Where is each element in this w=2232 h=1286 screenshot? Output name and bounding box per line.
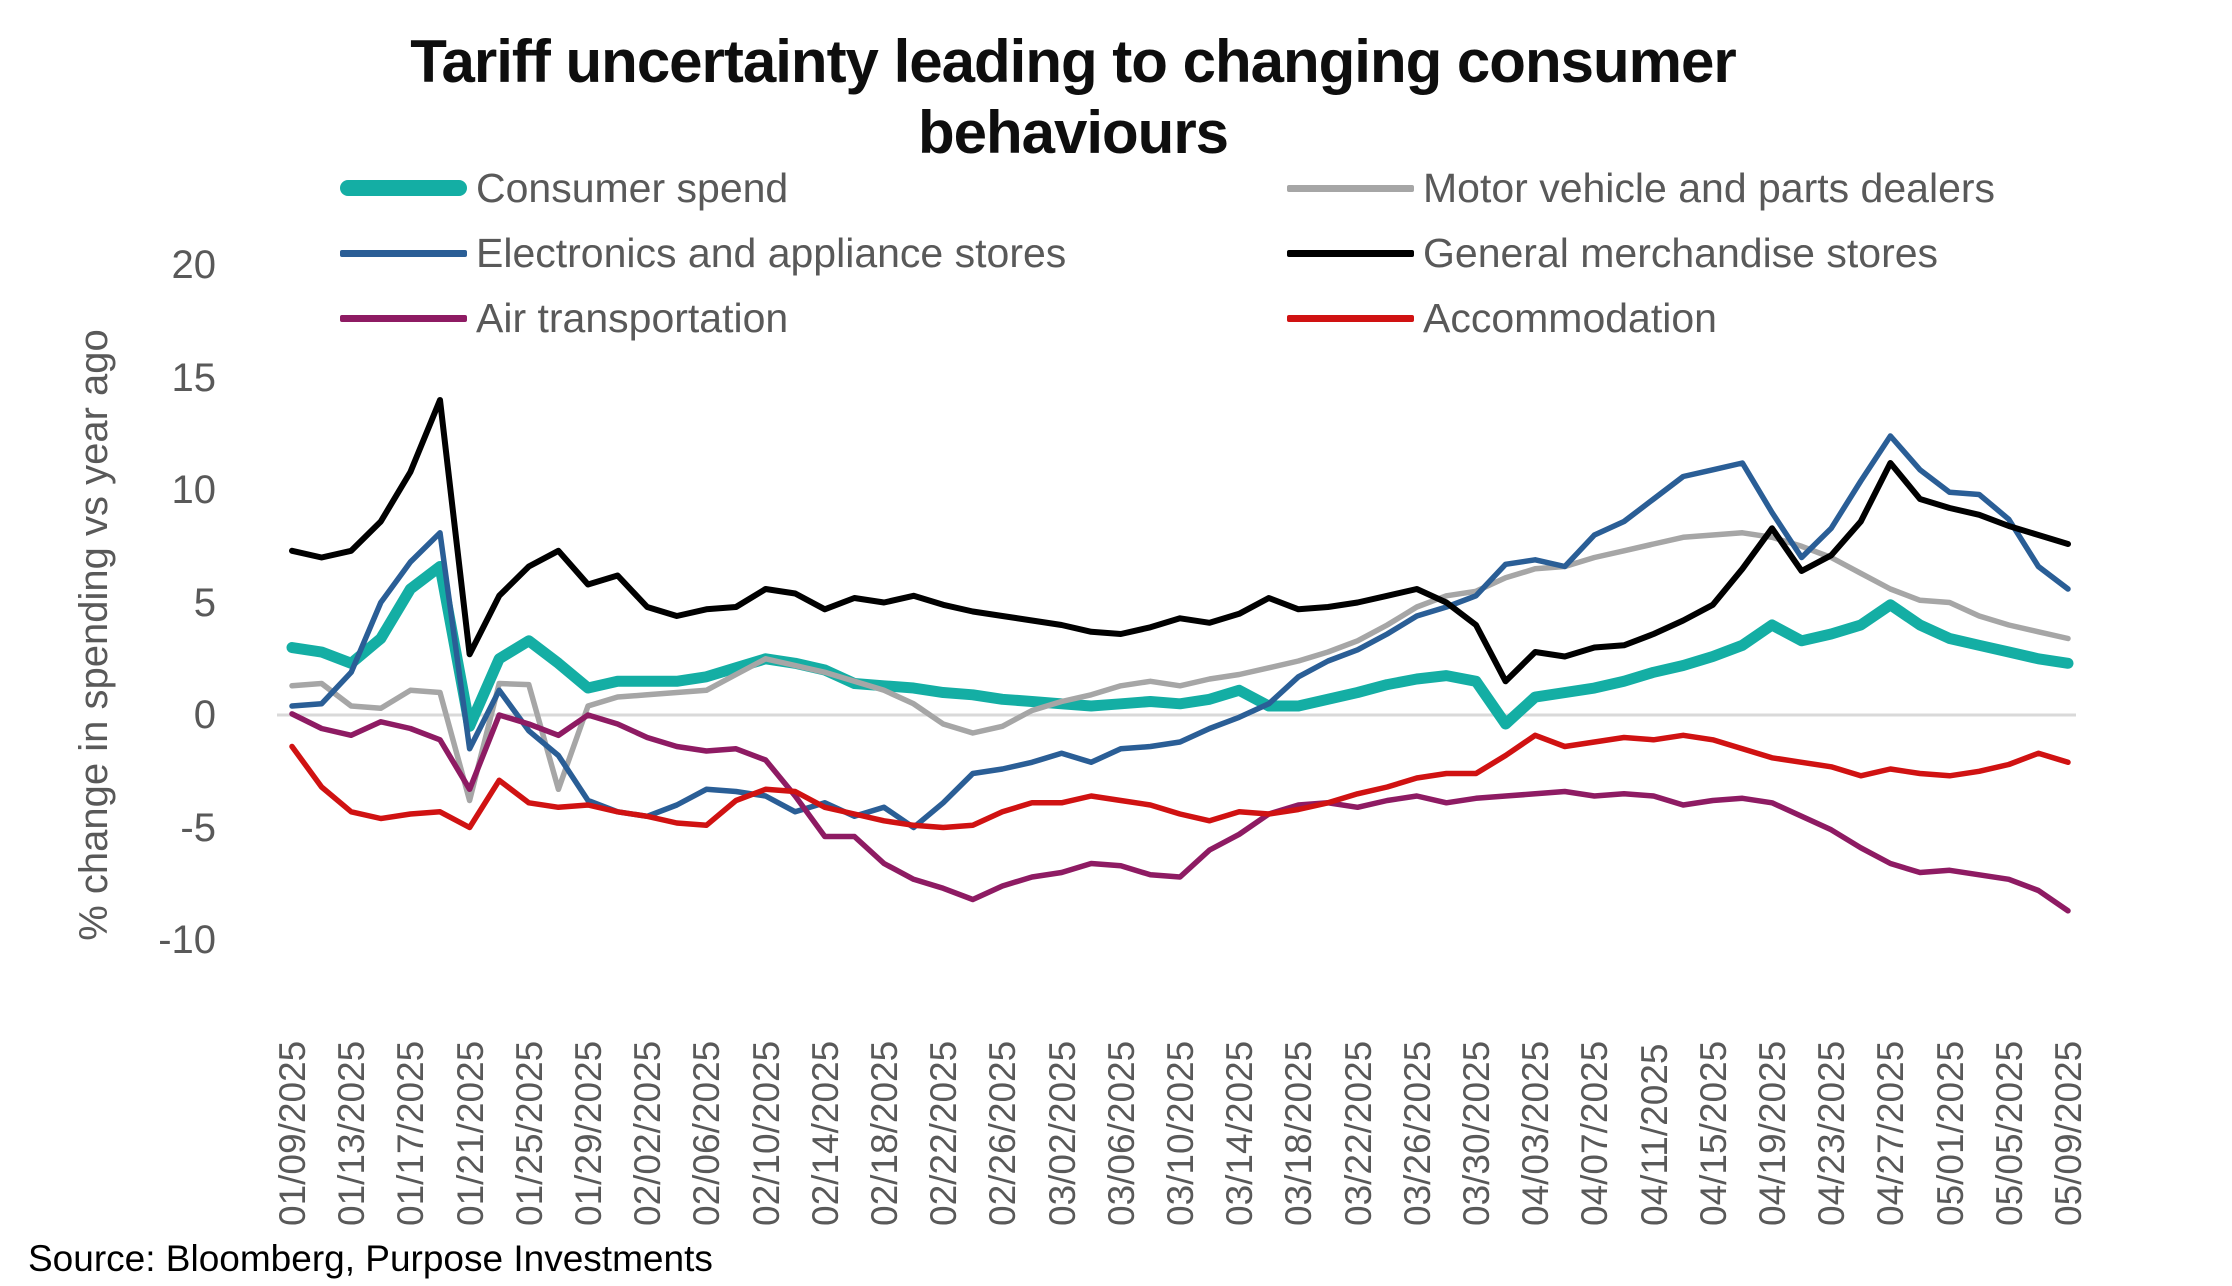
x-tick-label-03-18-2025: 03/18/2025 xyxy=(1278,1040,1320,1226)
chart-title: Tariff uncertainty leading to changing c… xyxy=(198,26,1948,168)
legend-label-electronics-and-appliance-stores: Electronics and appliance stores xyxy=(476,229,1067,276)
y-tick-label-15: 15 xyxy=(171,355,217,400)
x-tick-label-01-13-2025: 01/13/2025 xyxy=(331,1040,373,1226)
y-tick-label-0: 0 xyxy=(193,693,216,737)
legend-item-electronics-and-appliance-stores: Electronics and appliance stores xyxy=(340,230,1066,276)
series-line-general-merchandise-stores xyxy=(289,397,2071,685)
legend-swatch-electronics-and-appliance-stores xyxy=(340,249,467,257)
legend-swatch-consumer-spend xyxy=(340,180,467,196)
x-tick-label-03-26-2025: 03/26/2025 xyxy=(1396,1040,1438,1226)
legend-label-accommodation: Accommodation xyxy=(1423,294,1717,341)
legend-swatch-accommodation xyxy=(1287,314,1414,322)
legend-item-accommodation: Accommodation xyxy=(1287,295,1995,341)
x-tick-label-03-30-2025: 03/30/2025 xyxy=(1456,1040,1497,1226)
y-tick-label-5: 5 xyxy=(193,580,216,625)
legend-label-general-merchandise-stores: General merchandise stores xyxy=(1423,229,1939,276)
legend-item-motor-vehicle-and-parts-dealers: Motor vehicle and parts dealers xyxy=(1287,165,1995,211)
y-tick-label-20: 20 xyxy=(171,243,217,287)
x-tick-label-02-18-2025: 02/18/2025 xyxy=(864,1040,905,1226)
x-tick-label-05-01-2025: 05/01/2025 xyxy=(1929,1040,1971,1226)
legend-item-air-transportation: Air transportation xyxy=(340,295,1066,341)
x-tick-label-04-07-2025: 04/07/2025 xyxy=(1574,1040,1616,1226)
legend-label-motor-vehicle-and-parts-dealers: Motor vehicle and parts dealers xyxy=(1423,164,1996,211)
x-tick-label-04-19-2025: 04/19/2025 xyxy=(1752,1040,1793,1226)
x-tick-label-01-09-2025: 01/09/2025 xyxy=(272,1040,313,1226)
x-tick-label-02-02-2025: 02/02/2025 xyxy=(627,1040,669,1226)
x-tick-label-03-02-2025: 03/02/2025 xyxy=(1041,1040,1083,1226)
x-tick-label-04-27-2025: 04/27/2025 xyxy=(1870,1040,1912,1226)
x-tick-label-01-17-2025: 01/17/2025 xyxy=(390,1040,432,1226)
legend-column-left: Consumer spend Electronics and appliance … xyxy=(340,165,1066,360)
x-tick-label-05-05-2025: 05/05/2025 xyxy=(1988,1040,2030,1226)
source-text: Source: Bloomberg, Purpose Investments xyxy=(28,1238,713,1279)
y-tick-label-10: 10 xyxy=(171,468,217,512)
legend-column-right: Motor vehicle and parts dealers General m… xyxy=(1287,165,1995,360)
series-line-air-transportation xyxy=(289,711,2071,914)
legend-label-consumer-spend: Consumer spend xyxy=(476,164,789,211)
x-tick-label-02-06-2025: 02/06/2025 xyxy=(686,1040,728,1226)
x-tick-label-02-10-2025: 02/10/2025 xyxy=(745,1040,787,1226)
legend-swatch-air-transportation xyxy=(340,314,467,322)
chart-title-line-1: Tariff uncertainty leading to changing c… xyxy=(410,28,1736,95)
x-tick-label-04-03-2025: 04/03/2025 xyxy=(1515,1040,1557,1226)
y-tick-label--10: -10 xyxy=(158,918,216,962)
legend-item-consumer-spend: Consumer spend xyxy=(340,165,1066,211)
legend-item-general-merchandise-stores: General merchandise stores xyxy=(1287,230,1995,276)
series-line-motor-vehicle-and-parts-dealers xyxy=(289,530,2071,804)
chart-title-line-2: behaviours xyxy=(917,99,1229,166)
x-tick-label-05-09-2025: 05/09/2025 xyxy=(2048,1040,2089,1226)
x-tick-label-04-23-2025: 04/23/2025 xyxy=(1811,1040,1853,1226)
x-tick-label-03-06-2025: 03/06/2025 xyxy=(1100,1040,1142,1226)
x-tick-label-03-22-2025: 03/22/2025 xyxy=(1337,1040,1379,1226)
x-tick-label-03-10-2025: 03/10/2025 xyxy=(1160,1040,1201,1226)
x-tick-label-02-22-2025: 02/22/2025 xyxy=(923,1040,965,1226)
series-line-accommodation xyxy=(289,732,2071,831)
x-tick-label-04-15-2025: 04/15/2025 xyxy=(1692,1040,1734,1226)
series-line-electronics-and-appliance-stores xyxy=(289,433,2071,831)
series-line-consumer-spend xyxy=(286,561,2074,732)
x-tick-label-01-29-2025: 01/29/2025 xyxy=(568,1040,609,1226)
legend-swatch-motor-vehicle-and-parts-dealers xyxy=(1287,184,1414,192)
y-tick-label--5: -5 xyxy=(180,805,216,850)
legend-label-air-transportation: Air transportation xyxy=(476,294,789,341)
x-tick-label-03-14-2025: 03/14/2025 xyxy=(1219,1040,1261,1226)
x-tick-label-01-25-2025: 01/25/2025 xyxy=(508,1040,550,1226)
x-tick-label-01-21-2025: 01/21/2025 xyxy=(449,1040,491,1226)
x-tick-label-02-14-2025: 02/14/2025 xyxy=(804,1040,846,1226)
x-tick-label-04-11-2025: 04/11/2025 xyxy=(1633,1043,1675,1226)
x-tick-label-02-26-2025: 02/26/2025 xyxy=(982,1040,1024,1226)
legend-swatch-general-merchandise-stores xyxy=(1287,249,1414,257)
